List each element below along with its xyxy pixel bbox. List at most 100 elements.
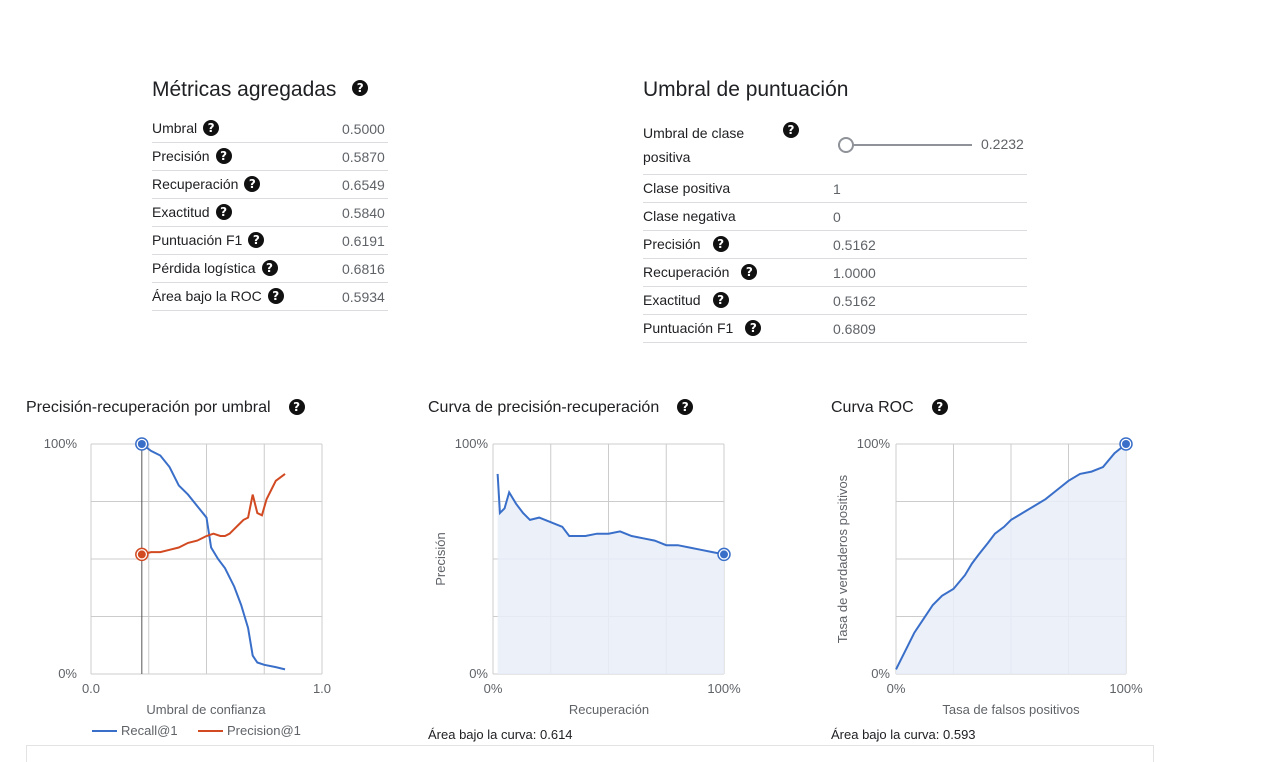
- pr-curve-title: Curva de precisión-recuperación?: [428, 398, 694, 417]
- help-icon[interactable]: ?: [267, 288, 284, 305]
- metric-label: Umbral?: [152, 120, 220, 137]
- help-icon[interactable]: ?: [745, 320, 762, 337]
- slider-row: Umbral de clase positiva ? 0.2232: [643, 115, 1027, 175]
- metric-value: 0.5934: [342, 289, 385, 305]
- metric-row: Recuperación? 1.0000: [643, 259, 1027, 287]
- recall-series-line: [141, 443, 286, 671]
- help-icon[interactable]: ?: [352, 80, 369, 97]
- help-icon[interactable]: ?: [215, 148, 232, 165]
- pr-threshold-title: Precisión-recuperación por umbral?: [26, 398, 305, 417]
- selected-point-dot: [720, 550, 728, 559]
- y-tick-top: 100%: [455, 436, 489, 451]
- y-tick-bottom: 0%: [58, 666, 77, 681]
- help-icon[interactable]: ?: [712, 236, 729, 253]
- y-tick-top: 100%: [44, 436, 78, 451]
- metric-label-text: Precisión: [152, 148, 210, 164]
- x-axis-label: Umbral de confianza: [146, 702, 266, 717]
- metric-label-text: Exactitud: [643, 292, 701, 308]
- metric-value: 0.6191: [342, 233, 385, 249]
- metric-row: Clase negativa 0: [643, 203, 1027, 231]
- help-icon[interactable]: ?: [712, 292, 729, 309]
- metric-label-text: Umbral: [152, 120, 198, 136]
- metric-label-text: Puntuación F1: [152, 232, 243, 248]
- metric-label: Puntuación F1?: [643, 320, 762, 337]
- x-tick-right: 1.0: [313, 681, 331, 696]
- metric-value: 0.5000: [342, 121, 385, 137]
- help-icon[interactable]: ?: [244, 176, 261, 193]
- help-icon[interactable]: ?: [248, 232, 265, 249]
- area-fill: [497, 473, 724, 674]
- metric-value: 1.0000: [833, 265, 876, 281]
- help-icon[interactable]: ?: [261, 260, 278, 277]
- slider-label: Umbral de clase positiva: [643, 121, 744, 169]
- aggregate-metrics-title: Métricas agregadas ?: [152, 78, 369, 102]
- metric-row: Recuperación? 0.6549: [152, 171, 388, 199]
- metric-label-text: Clase negativa: [643, 208, 736, 224]
- metric-label-text: Área bajo la ROC: [152, 288, 262, 304]
- metric-value: 0: [833, 209, 841, 225]
- metric-row: Puntuación F1? 0.6191: [152, 227, 388, 255]
- chart-grid: [90, 443, 323, 675]
- selected-point-dot: [1122, 440, 1130, 448]
- metric-value: 1: [833, 181, 841, 197]
- metric-label-text: Recuperación: [643, 264, 730, 280]
- help-icon[interactable]: ?: [783, 122, 799, 138]
- aggregate-metrics-title-text: Métricas agregadas: [152, 78, 337, 101]
- precision-marker-point-dot: [137, 550, 146, 559]
- bottom-panel-border: [26, 745, 1154, 762]
- x-tick-left: 0.0: [82, 681, 100, 696]
- help-icon[interactable]: ?: [203, 120, 220, 137]
- metric-value: 0.6809: [833, 321, 876, 337]
- metric-label-text: Clase positiva: [643, 180, 731, 196]
- x-tick-right: 100%: [707, 681, 741, 696]
- metric-row: Puntuación F1? 0.6809: [643, 315, 1027, 343]
- metric-label-text: Exactitud: [152, 204, 210, 220]
- metric-row: Umbral? 0.5000: [152, 115, 388, 143]
- metric-row: Clase positiva 1: [643, 175, 1027, 203]
- help-icon[interactable]: ?: [215, 204, 232, 221]
- metric-label: Pérdida logística?: [152, 260, 278, 277]
- pr-curve-chart: 100% 0% 0% 100% Recuperación Precisión: [433, 436, 741, 717]
- metric-label: Recuperación?: [152, 176, 261, 193]
- metric-row: Precisión? 0.5870: [152, 143, 388, 171]
- slider-track: [838, 144, 972, 146]
- x-tick-right: 100%: [1109, 681, 1143, 696]
- y-tick-bottom: 0%: [871, 666, 890, 681]
- metric-label-text: Precisión: [643, 236, 701, 252]
- roc-auc-label: Área bajo la curva: 0.593: [831, 727, 976, 742]
- pr-threshold-title-text: Precisión-recuperación por umbral: [26, 399, 271, 416]
- slider-thumb[interactable]: [838, 137, 854, 153]
- metric-value: 0.6549: [342, 177, 385, 193]
- x-tick-left: 0%: [887, 681, 906, 696]
- x-axis-label: Tasa de falsos positivos: [942, 702, 1080, 717]
- precision-series-line: [141, 473, 286, 556]
- legend-label-precision: Precision@1: [227, 723, 301, 738]
- metric-label-text: Recuperación: [152, 176, 239, 192]
- metric-row: Pérdida logística? 0.6816: [152, 255, 388, 283]
- pr-auc-label: Área bajo la curva: 0.614: [428, 727, 573, 742]
- help-icon[interactable]: ?: [931, 398, 948, 415]
- area-fill: [896, 444, 1126, 674]
- help-icon[interactable]: ?: [677, 398, 694, 415]
- metric-label: Exactitud?: [152, 204, 232, 221]
- help-icon[interactable]: ?: [741, 264, 758, 281]
- metric-row: Exactitud? 0.5162: [643, 287, 1027, 315]
- series-line: [895, 443, 1127, 670]
- slider-label-line2: positiva: [643, 149, 691, 165]
- metric-row: Área bajo la ROC? 0.5934: [152, 283, 388, 311]
- metric-label: Recuperación?: [643, 264, 758, 281]
- y-axis-label: Tasa de verdaderos positivos: [835, 474, 850, 643]
- metric-label: Precisión?: [643, 236, 729, 253]
- metric-label: Precisión?: [152, 148, 232, 165]
- legend-label-recall: Recall@1: [121, 723, 178, 738]
- metric-label-text: Puntuación F1: [643, 320, 734, 336]
- score-threshold-title: Umbral de puntuación: [643, 78, 849, 101]
- recall-marker-point-dot: [137, 440, 146, 448]
- metric-row: Precisión? 0.5162: [643, 231, 1027, 259]
- metric-label: Exactitud?: [643, 292, 729, 309]
- threshold-slider[interactable]: [838, 137, 972, 153]
- metric-row: Exactitud? 0.5840: [152, 199, 388, 227]
- help-icon[interactable]: ?: [288, 398, 305, 415]
- metric-label: Puntuación F1?: [152, 232, 265, 249]
- threshold-panel: Umbral de clase positiva ? 0.2232 Clase …: [643, 115, 1027, 345]
